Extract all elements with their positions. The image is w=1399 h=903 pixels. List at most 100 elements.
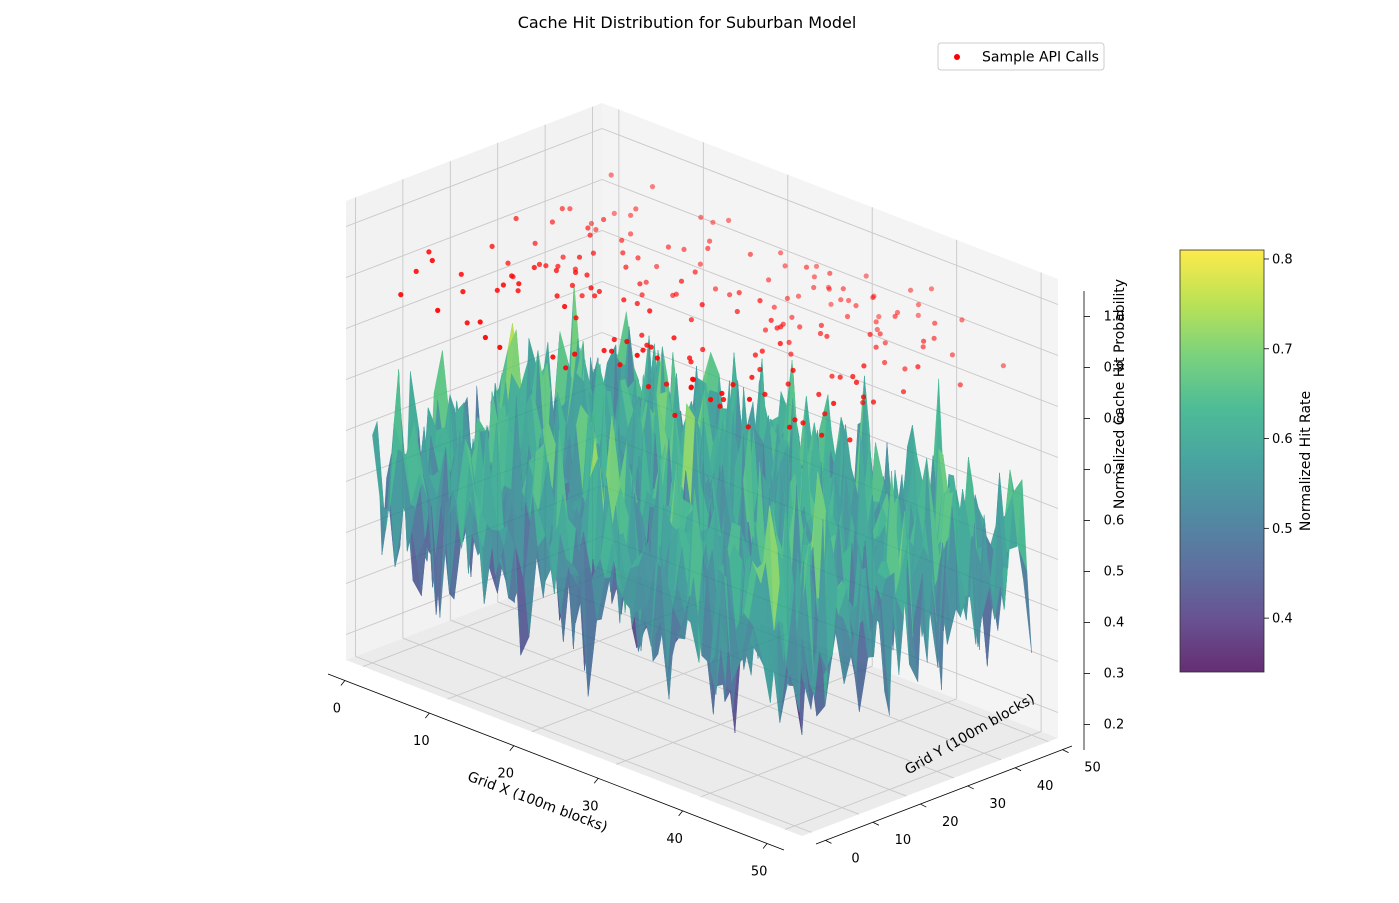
scatter-point (563, 365, 569, 371)
scatter-point (559, 206, 565, 212)
scatter-point (784, 295, 791, 301)
scatter-point (620, 250, 626, 256)
grid-line (402, 637, 860, 815)
scatter-point (494, 287, 500, 293)
legend: Sample API Calls (937, 42, 1105, 71)
tick-label: 30 (989, 797, 1006, 812)
scatter-point (831, 400, 837, 406)
scatter-point (513, 215, 519, 222)
scatter-point (792, 417, 798, 423)
scatter-point (592, 293, 598, 299)
colorbar-tick-label: 0.7 (1272, 342, 1293, 357)
scatter-point (915, 312, 921, 318)
grid-line (601, 179, 1059, 356)
scatter-point (601, 347, 607, 354)
scatter-point (844, 313, 851, 320)
y-tick (920, 803, 927, 808)
scatter-point (590, 250, 597, 256)
scatter-point (634, 300, 640, 307)
grid-line (345, 281, 603, 380)
surface-patch (785, 585, 800, 712)
scatter-point (874, 326, 880, 333)
scatter-point (778, 324, 784, 330)
scatter-point (601, 216, 607, 223)
tick-label: 0.8 (1104, 412, 1125, 427)
scatter-point (639, 292, 645, 298)
x-tick (762, 843, 768, 849)
scatter-point (654, 355, 661, 361)
scatter-point (757, 366, 763, 373)
scatter-point (853, 379, 860, 385)
scatter-point (543, 263, 549, 269)
colorbar-tick-label: 0.5 (1272, 522, 1293, 537)
legend-marker (954, 54, 960, 60)
scatter-point (637, 281, 643, 287)
scatter-point (555, 263, 561, 269)
tick-label: 10 (413, 734, 430, 749)
grid-line (601, 128, 1059, 305)
colorbar-ticks: 0.4 0.5 0.6 0.7 0.8 (1264, 252, 1293, 627)
scatter-point (665, 244, 672, 250)
legend-label: Sample API Calls (982, 50, 1099, 66)
scatter-point (795, 293, 802, 299)
scatter-point (673, 291, 679, 297)
scatter-point (426, 249, 432, 255)
tick-label: 40 (666, 832, 683, 847)
scatter-point (827, 270, 833, 276)
scatter-point (509, 273, 515, 279)
tick-label: 30 (582, 799, 599, 814)
scatter-point (584, 272, 590, 278)
scatter-point (579, 293, 585, 299)
scatter-point (931, 335, 937, 341)
scatter-point (759, 348, 765, 354)
scatter-point (816, 391, 822, 397)
scatter-point (819, 432, 825, 438)
scatter-point (828, 301, 834, 307)
scatter-point (818, 322, 825, 328)
tick-label: 0.2 (1104, 718, 1125, 733)
scatter-point (727, 292, 733, 298)
colorbar-tick-label: 0.4 (1272, 612, 1293, 627)
scatter-point (915, 302, 922, 308)
colorbar-label: Normalized Hit Rate (1298, 391, 1314, 531)
scatter-point (840, 286, 846, 292)
scatter-point (678, 278, 685, 284)
scatter-point (464, 320, 470, 326)
scatter-point (787, 424, 793, 430)
scatter-point (824, 333, 830, 339)
scatter-point (698, 214, 704, 220)
scatter-point (817, 330, 824, 337)
scatter-point (585, 225, 591, 231)
scatter-point (726, 217, 732, 223)
scatter-point (876, 314, 882, 320)
scatter-point (822, 411, 828, 417)
scatter-point (860, 400, 866, 406)
scatter-point (505, 260, 511, 266)
scatter-point (786, 339, 792, 345)
scatter-point (536, 261, 543, 267)
scatter-point (688, 359, 694, 365)
scatter-point (639, 332, 645, 338)
scatter-point (921, 338, 927, 344)
scatter-point (489, 243, 495, 249)
scatter-point (746, 396, 753, 402)
y-tick (825, 840, 832, 844)
scatter-point (628, 231, 634, 237)
chart-title: Cache Hit Distribution for Suburban Mode… (518, 13, 857, 32)
scatter-point (800, 420, 806, 426)
scatter-point (573, 315, 579, 321)
scatter-point (611, 210, 617, 216)
scatter-point (649, 184, 656, 190)
scatter-point (712, 286, 719, 292)
grid-line (345, 128, 603, 227)
scatter-point (705, 245, 711, 251)
scatter-point (752, 352, 759, 358)
scatter-point (853, 303, 859, 309)
tick-label: 40 (1037, 779, 1054, 794)
scatter-point (870, 399, 877, 405)
grid-line (345, 179, 603, 278)
z-axis-label: Normalized Cache Hit Probability (1112, 279, 1128, 509)
surface (372, 284, 1032, 735)
